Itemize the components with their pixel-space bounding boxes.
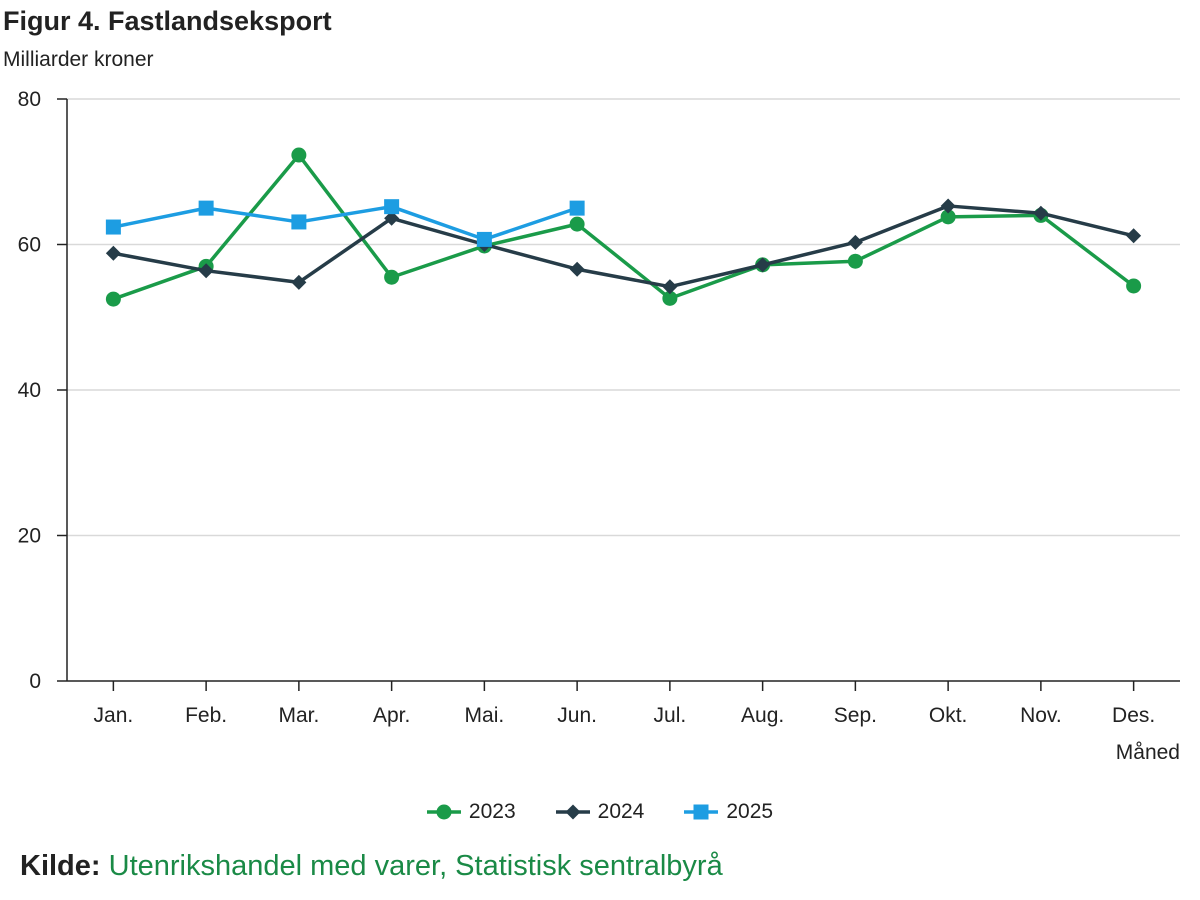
legend-label: 2023 (468, 800, 516, 823)
series-2023 (105, 147, 1142, 307)
data-point (847, 234, 863, 250)
data-point (384, 210, 400, 226)
legend-item-2023[interactable]: 2023 (426, 800, 516, 824)
series-line (112, 153, 1135, 301)
series-2024 (105, 198, 1142, 295)
data-point (198, 263, 214, 279)
data-point (105, 291, 121, 307)
series-group (105, 147, 1142, 307)
legend: 2023 2024 2025 (0, 800, 1200, 824)
series-2025 (105, 199, 585, 247)
y-axis-unit-label: Milliarder kroner (3, 48, 154, 71)
data-point (1126, 228, 1142, 244)
data-point (569, 200, 585, 216)
line-chart: 0 20 40 60 80 Jan. Feb. Mar. Apr. Mai. Jun. Jul. Aug… (18, 88, 1180, 764)
y-tick-label: 80 (18, 88, 41, 111)
data-point (755, 257, 771, 273)
x-tick-label: Jul. (654, 704, 687, 727)
x-tick-label: Des. (1112, 704, 1155, 727)
source-note: Kilde: Utenrikshandel med varer, Statist… (20, 850, 723, 883)
data-point (105, 245, 121, 261)
data-point (569, 261, 585, 277)
legend-label: 2024 (597, 800, 645, 823)
data-point (940, 209, 956, 225)
legend-swatch (426, 804, 461, 820)
data-point (384, 269, 400, 285)
data-point (662, 279, 678, 295)
axes: 0 20 40 60 80 Jan. Feb. Mar. Apr. Mai. Jun. Jul. Aug… (18, 88, 1180, 764)
x-tick-label: Jun. (557, 704, 597, 727)
legend-swatch (555, 804, 590, 820)
y-tick-label: 0 (29, 670, 41, 693)
data-point (476, 231, 492, 247)
legend-item-2024[interactable]: 2024 (555, 800, 645, 824)
chart-title: Figur 4. Fastlandseksport (3, 6, 332, 36)
x-tick-label: Mar. (278, 704, 319, 727)
data-point (198, 200, 214, 216)
source-text[interactable]: Utenrikshandel med varer, Statistisk sen… (108, 850, 723, 882)
y-tick-label: 20 (18, 525, 41, 548)
series-line (113, 204, 1135, 289)
x-axis-title: Måned (1116, 741, 1180, 764)
data-point (436, 804, 452, 820)
grid-lines (67, 98, 1180, 537)
data-point (291, 274, 307, 290)
data-point (565, 804, 581, 820)
series-line (113, 204, 578, 242)
y-tick-label: 60 (18, 234, 41, 257)
data-point (569, 216, 585, 232)
data-point (1033, 205, 1049, 221)
x-tick-label: Okt. (929, 704, 968, 727)
data-point (291, 214, 307, 230)
data-point (940, 198, 956, 214)
x-tick-label: Mai. (465, 704, 505, 727)
data-point (662, 290, 678, 306)
data-point (291, 147, 307, 163)
x-tick-label: Aug. (741, 704, 784, 727)
data-point (384, 199, 400, 215)
legend-item-2025[interactable]: 2025 (684, 800, 773, 824)
x-tick-label: Sep. (834, 704, 877, 727)
y-tick-label: 40 (18, 379, 41, 402)
data-point (105, 219, 121, 235)
legend-swatch (684, 804, 719, 820)
legend-label: 2025 (726, 800, 774, 823)
data-point (1126, 278, 1142, 294)
x-tick-label: Jan. (94, 704, 134, 727)
data-point (847, 253, 863, 269)
source-label: Kilde: (20, 850, 101, 882)
x-tick-label: Nov. (1020, 704, 1062, 727)
data-point (693, 804, 709, 820)
x-tick-label: Apr. (373, 704, 410, 727)
x-tick-label: Feb. (185, 704, 227, 727)
